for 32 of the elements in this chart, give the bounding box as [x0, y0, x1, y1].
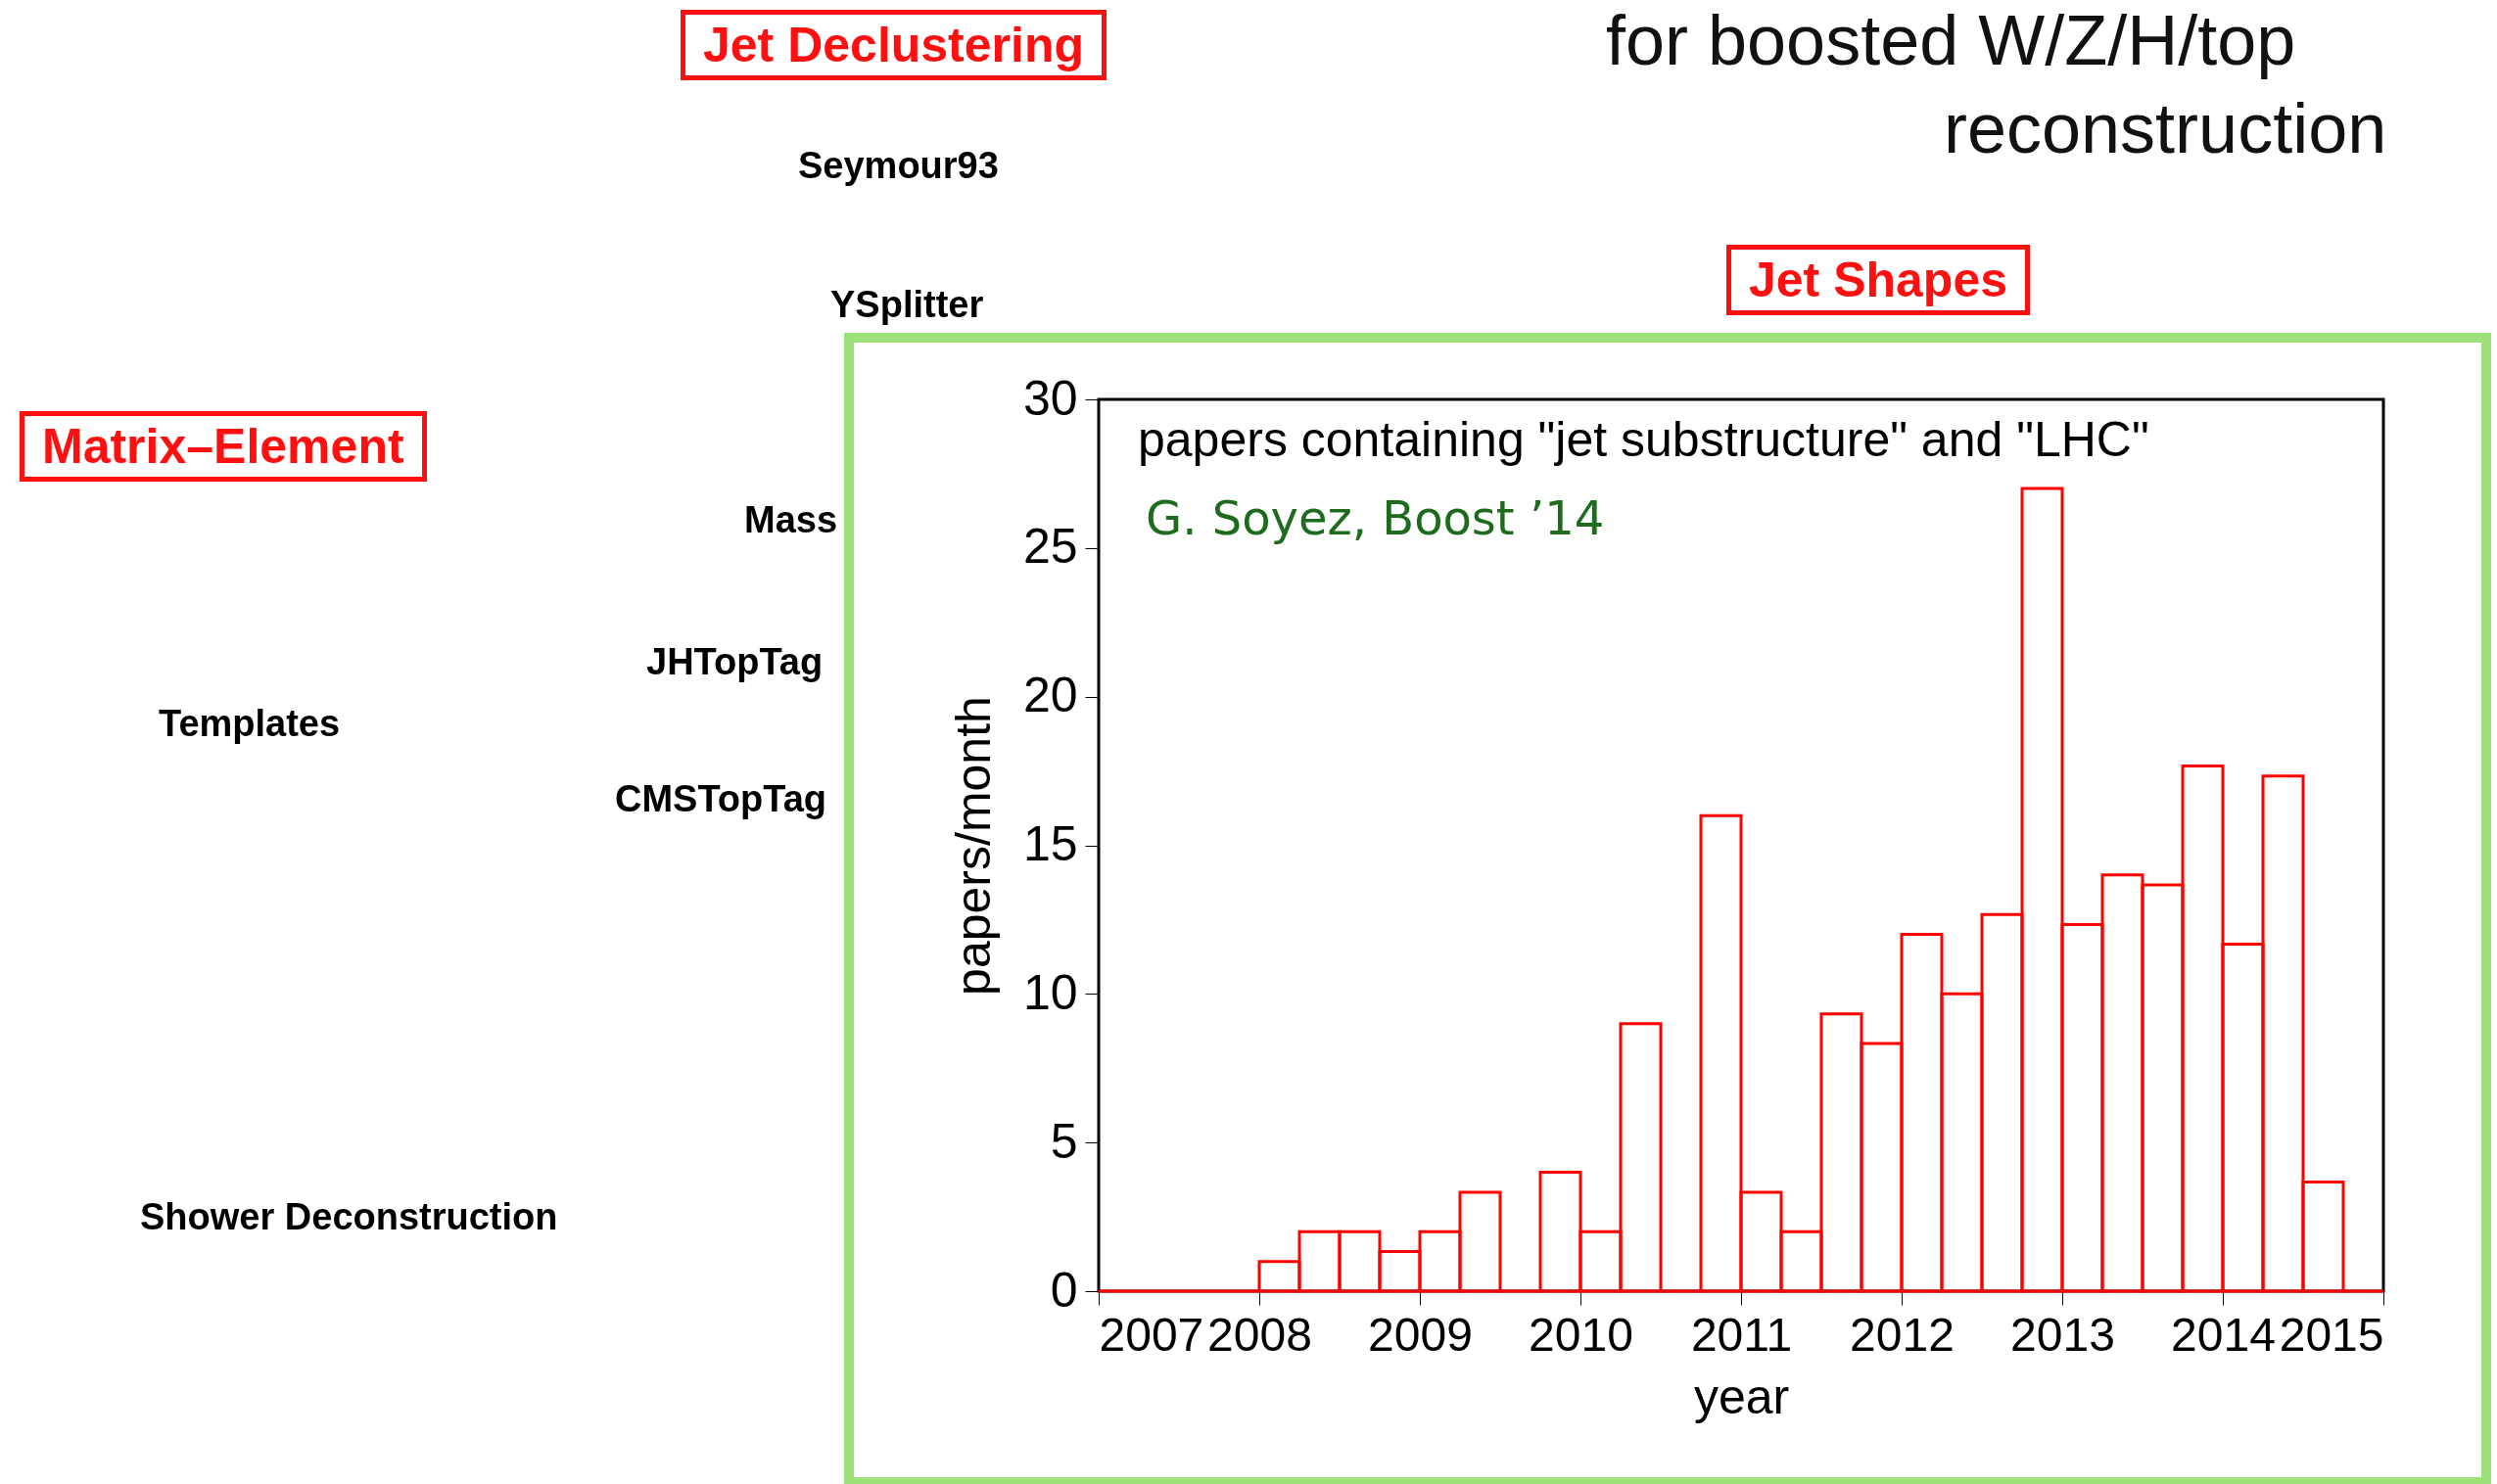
y-tick-label: 10: [1022, 964, 1078, 1020]
y-tick-label: 30: [1022, 370, 1078, 426]
text: Templates: [159, 703, 341, 745]
text: for boosted W/Z/H/top: [1606, 0, 2296, 80]
y-tick-label: 15: [1022, 816, 1078, 871]
text: Jet Declustering: [681, 10, 1107, 80]
text: Matrix–Element: [20, 411, 427, 482]
x-tick-label: 2015: [2279, 1308, 2384, 1361]
text: YSplitter: [830, 284, 984, 326]
text: JHTopTag: [646, 641, 824, 683]
y-tick-label: 20: [1022, 668, 1078, 723]
annotation: G. Soyez, Boost ’14: [1146, 490, 1605, 545]
x-tick-label: 2008: [1207, 1308, 1312, 1361]
x-tick-label: 2009: [1368, 1308, 1473, 1361]
chart-title: papers containing "jet substructure" and "LHC": [1138, 412, 2149, 467]
text: Mass: [744, 499, 838, 541]
x-tick-label: 2014: [2171, 1308, 2276, 1361]
y-tick-label: 25: [1022, 519, 1078, 575]
y-tick-label: 0: [1050, 1262, 1078, 1318]
text: Jet Shapes: [1726, 245, 2031, 315]
text: Seymour93: [798, 145, 999, 187]
text: reconstruction: [1944, 88, 2387, 168]
x-tick-label: 2013: [2010, 1308, 2115, 1361]
x-tick-label: 2010: [1529, 1308, 1633, 1361]
text: Shower Deconstruction: [140, 1196, 558, 1238]
x-tick-label: 2011: [1690, 1308, 1793, 1361]
y-axis-title: papers/month: [945, 696, 1001, 996]
text: CMSTopTag: [615, 778, 826, 820]
x-tick-label: 2007: [1099, 1308, 1204, 1361]
y-tick-label: 5: [1050, 1113, 1078, 1169]
x-tick-label: 2012: [1850, 1308, 1955, 1361]
x-axis-title: year: [1693, 1368, 1790, 1424]
